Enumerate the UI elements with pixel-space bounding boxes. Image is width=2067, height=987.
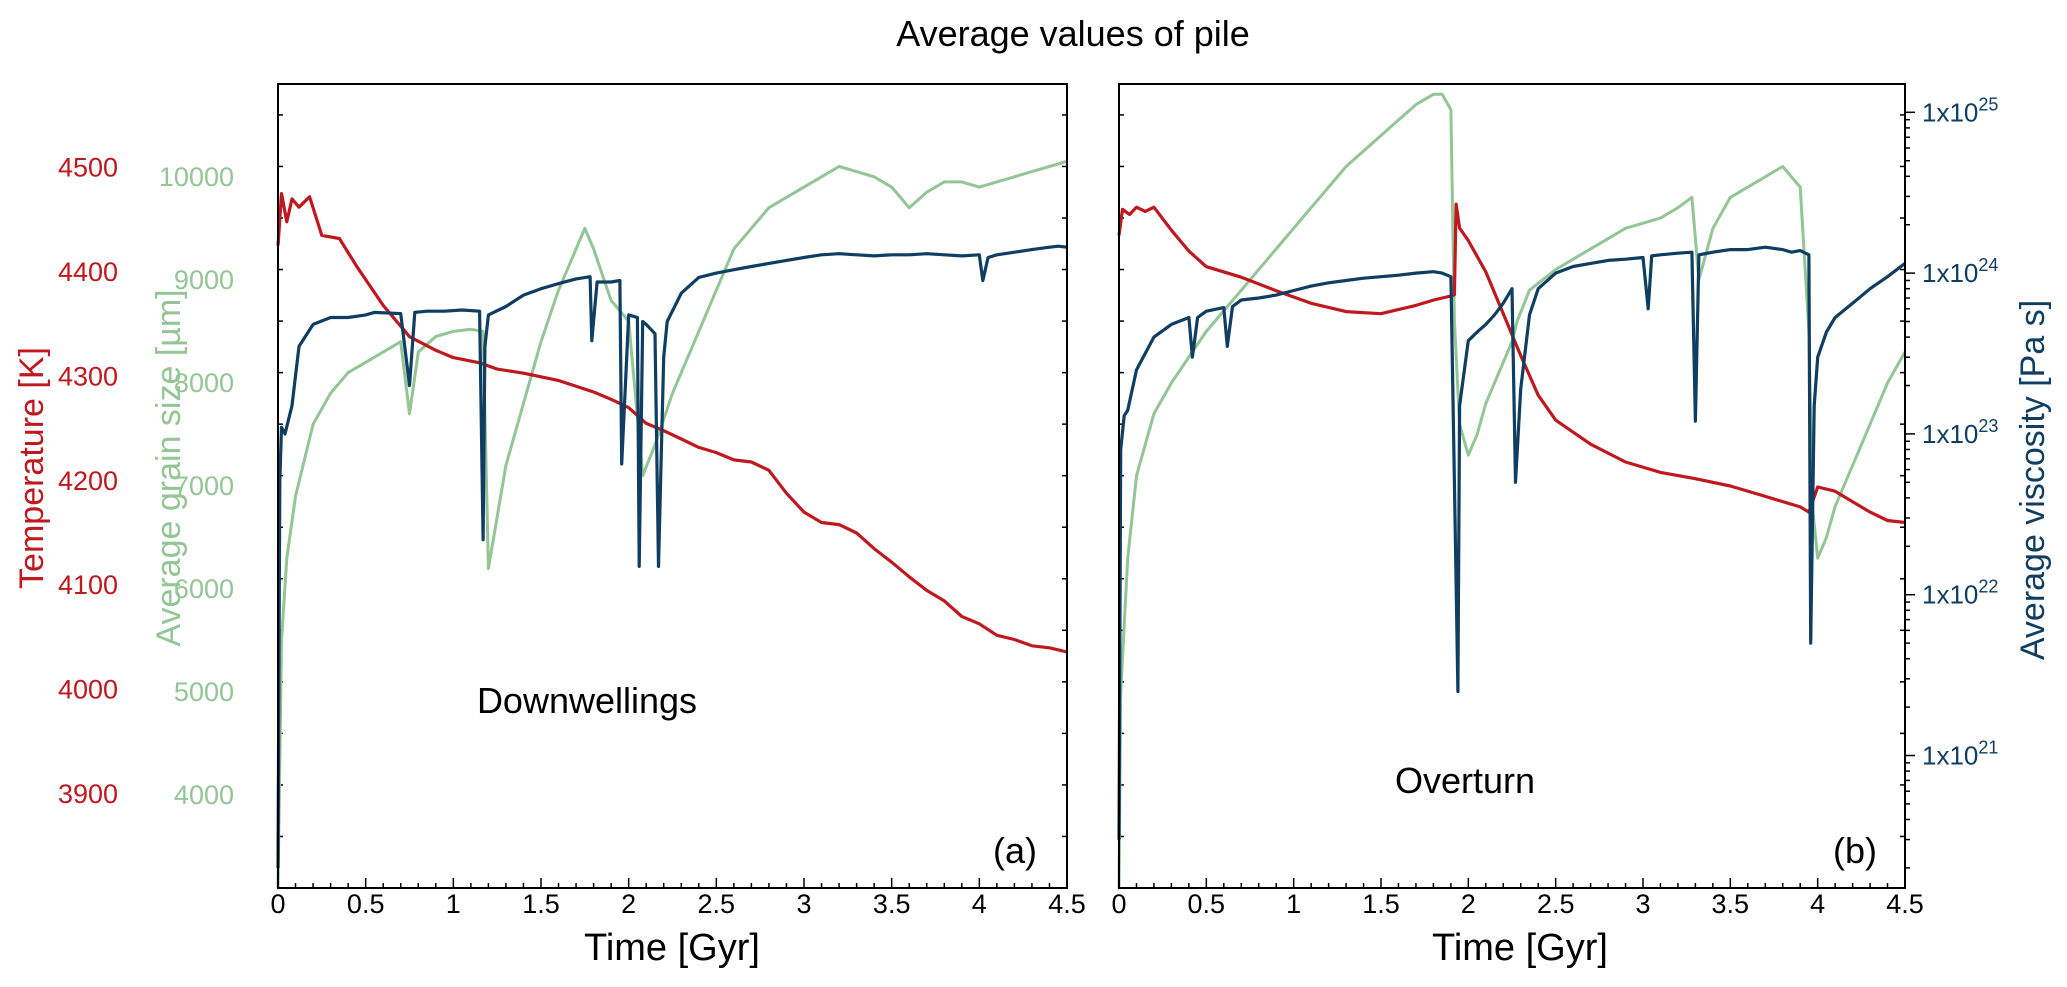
panel-a-annotation: Downwellings bbox=[477, 680, 697, 721]
x-tick-label: 3 bbox=[1635, 889, 1650, 919]
panel-b-label: (b) bbox=[1833, 830, 1877, 871]
viscosity-tick-base: 1x10 bbox=[1922, 97, 1978, 127]
temperature-tick-label: 4300 bbox=[58, 361, 118, 391]
x-tick-label: 1.5 bbox=[1362, 889, 1400, 919]
x-tick-label: 1.5 bbox=[522, 889, 560, 919]
panel-a-label: (a) bbox=[993, 830, 1037, 871]
x-tick-label: 0 bbox=[1111, 889, 1126, 919]
x-tick-label: 1 bbox=[1286, 889, 1301, 919]
viscosity-tick-label: 1x1024 bbox=[1922, 255, 1998, 288]
grain-size-tick-label: 7000 bbox=[174, 471, 234, 501]
viscosity-tick-base: 1x10 bbox=[1922, 580, 1978, 610]
x-tick-label: 3.5 bbox=[873, 889, 911, 919]
viscosity-axis-label: Average viscosity [Pa s] bbox=[2014, 300, 2052, 660]
viscosity-tick-base: 1x10 bbox=[1922, 419, 1978, 449]
x-tick-label: 4.5 bbox=[1048, 889, 1086, 919]
panel-a: 3900 4000 4100 4200 4300 4400 4500 4000 … bbox=[13, 83, 1086, 969]
x-tick-label: 3 bbox=[796, 889, 811, 919]
viscosity-tick-label: 1x1022 bbox=[1922, 577, 1998, 610]
panel-a-x-axis-label: Time [Gyr] bbox=[584, 927, 760, 969]
grain-size-tick-label: 9000 bbox=[174, 265, 234, 295]
series-viscosity-line bbox=[276, 244, 1068, 868]
x-tick-label: 0 bbox=[270, 889, 285, 919]
viscosity-tick-exponent: 25 bbox=[1978, 94, 1998, 114]
x-tick-label: 4 bbox=[972, 889, 987, 919]
panel-b-x-axis-label: Time [Gyr] bbox=[1432, 927, 1608, 969]
x-tick-label: 1 bbox=[446, 889, 461, 919]
temperature-tick-label: 4100 bbox=[58, 570, 118, 600]
panel-a-frame bbox=[277, 83, 1068, 889]
panel-b: 0 0.5 1 1.5 2 2.5 3 3.5 4 4.5 Time [Gyr]… bbox=[1111, 83, 2052, 969]
panel-a-x-ticks: 0 0.5 1 1.5 2 2.5 3 3.5 4 4.5 bbox=[270, 889, 1085, 919]
grain-size-tick-label: 10000 bbox=[159, 162, 234, 192]
panel-b-frame bbox=[1118, 83, 1906, 889]
panel-a-grain-size-ticks: 4000 5000 6000 7000 8000 9000 10000 bbox=[159, 162, 234, 810]
temperature-axis-label: Temperature [K] bbox=[13, 347, 51, 589]
x-tick-label: 2.5 bbox=[698, 889, 736, 919]
viscosity-tick-label: 1x1023 bbox=[1922, 416, 1998, 449]
x-tick-label: 2 bbox=[1461, 889, 1476, 919]
temperature-tick-label: 4400 bbox=[58, 257, 118, 287]
viscosity-tick-label: 1x1021 bbox=[1922, 738, 1998, 771]
series-temperature-line bbox=[1117, 202, 1906, 525]
x-tick-label: 4.5 bbox=[1886, 889, 1924, 919]
x-tick-label: 0.5 bbox=[347, 889, 385, 919]
temperature-tick-label: 4500 bbox=[58, 153, 118, 183]
panel-b-x-ticks: 0 0.5 1 1.5 2 2.5 3 3.5 4 4.5 bbox=[1111, 889, 1923, 919]
temperature-tick-label: 4000 bbox=[58, 675, 118, 705]
viscosity-tick-exponent: 24 bbox=[1978, 255, 1998, 275]
series-temperature-line bbox=[276, 192, 1068, 654]
viscosity-tick-label: 1x1025 bbox=[1922, 94, 1998, 127]
viscosity-ticks: 1x1021 1x1022 1x1023 1x1024 1x1025 bbox=[1922, 94, 1998, 770]
temperature-tick-label: 4200 bbox=[58, 466, 118, 496]
x-tick-label: 3.5 bbox=[1712, 889, 1750, 919]
x-tick-label: 2 bbox=[621, 889, 636, 919]
viscosity-tick-exponent: 22 bbox=[1978, 577, 1998, 597]
grain-size-tick-label: 6000 bbox=[174, 574, 234, 604]
panel-b-plot-area bbox=[1117, 92, 1915, 889]
viscosity-tick-exponent: 21 bbox=[1978, 738, 1998, 758]
viscosity-tick-base: 1x10 bbox=[1922, 741, 1978, 771]
viscosity-tick-exponent: 23 bbox=[1978, 416, 1998, 436]
grain-size-tick-label: 4000 bbox=[174, 780, 234, 810]
grain-size-tick-label: 8000 bbox=[174, 368, 234, 398]
panel-a-temperature-ticks: 3900 4000 4100 4200 4300 4400 4500 bbox=[58, 153, 118, 809]
panel-b-annotation: Overturn bbox=[1395, 760, 1535, 801]
panel-a-plot-area bbox=[276, 114, 1068, 889]
x-tick-label: 2.5 bbox=[1537, 889, 1575, 919]
figure-title: Average values of pile bbox=[896, 13, 1250, 54]
viscosity-tick-base: 1x10 bbox=[1922, 258, 1978, 288]
grain-size-axis-label: Average grain size [µm] bbox=[150, 289, 188, 646]
x-tick-label: 4 bbox=[1810, 889, 1825, 919]
grain-size-tick-label: 5000 bbox=[174, 677, 234, 707]
series-grain-size-line bbox=[276, 159, 1068, 889]
temperature-tick-label: 3900 bbox=[58, 779, 118, 809]
series-viscosity-line bbox=[1117, 245, 1906, 840]
x-tick-label: 0.5 bbox=[1188, 889, 1226, 919]
